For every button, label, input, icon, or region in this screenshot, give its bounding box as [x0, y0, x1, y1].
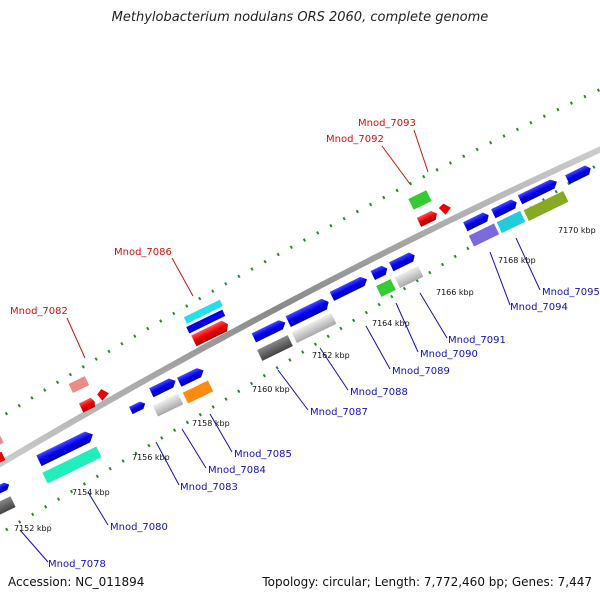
gene-blue-e [251, 320, 286, 343]
kbp-tick: 7164 kbp [372, 319, 410, 328]
gene-label-blue: Mnod_7078 [48, 559, 106, 570]
kbp-tick: 7152 kbp [14, 524, 52, 533]
gene-blue-d [177, 368, 204, 387]
gene-label-blue: Mnod_7091 [448, 335, 506, 346]
reverse-genes [0, 203, 451, 465]
gene-label-blue: Mnod_7094 [510, 302, 568, 313]
gene-blue-a [36, 431, 93, 467]
gene-orange-7085 [182, 380, 214, 404]
kbp-tick: 7158 kbp [192, 419, 230, 428]
gene-cyan-7095 [496, 210, 526, 234]
gene-label-blue: Mnod_7095 [542, 287, 600, 298]
gene-gray-7088 [291, 312, 337, 344]
blue-gene-labels: Mnod_7078 Mnod_7080 Mnod_7083 Mnod_7084 … [48, 287, 600, 570]
gene-blue-edge [0, 482, 10, 497]
gene-label-blue: Mnod_7083 [180, 482, 238, 493]
gene-label-blue: Mnod_7090 [420, 349, 478, 360]
forward-genes [0, 165, 591, 497]
kbp-ticks: 7152 kbp 7154 kbp 7156 kbp 7158 kbp 7160… [14, 226, 596, 533]
gene-purple-7094 [468, 223, 500, 247]
gene-blue-j [463, 212, 489, 232]
kbp-tick: 7162 kbp [312, 351, 350, 360]
genome-summary: Topology: circular; Length: 7,772,460 bp… [262, 575, 592, 589]
gene-blue-l [517, 179, 557, 205]
gene-label-red: Mnod_7082 [10, 306, 68, 317]
gene-red-7092 [416, 210, 437, 227]
kbp-tick: 7170 kbp [558, 226, 596, 235]
gene-label-blue: Mnod_7089 [392, 366, 450, 377]
gene-pink-edge [0, 435, 4, 447]
gene-label-blue: Mnod_7087 [310, 407, 368, 418]
gene-green-7092 [408, 190, 432, 210]
gene-label-blue: Mnod_7085 [234, 449, 292, 460]
leader-lines [19, 129, 541, 563]
gene-blue-f [285, 298, 329, 328]
gene-label-red: Mnod_7086 [114, 247, 172, 258]
red-gene-labels: Mnod_7082 Mnod_7086 Mnod_7092 Mnod_7093 [10, 118, 416, 317]
gene-red-7086 [191, 320, 228, 347]
gene-blue-i [389, 252, 415, 272]
gene-gray-7090 [394, 265, 424, 289]
gene-blue-b [129, 401, 146, 415]
gene-label-red: Mnod_7092 [326, 134, 384, 145]
gene-blue-k [491, 199, 517, 219]
genome-backbone [0, 146, 600, 468]
gene-red-edge [0, 451, 6, 465]
kbp-tick: 7168 kbp [498, 256, 536, 265]
gene-blue-7086b [186, 309, 226, 334]
gene-green-7089 [376, 279, 396, 297]
inner-tick-line [0, 161, 600, 536]
gene-red-7093 [438, 203, 451, 215]
gene-label-blue: Mnod_7084 [208, 465, 266, 476]
kbp-tick: 7156 kbp [132, 453, 170, 462]
gene-blue-h [370, 265, 388, 281]
gene-label-blue: Mnod_7080 [110, 522, 168, 533]
gene-dark-7087 [257, 335, 293, 361]
gene-blue-c [149, 378, 176, 398]
gene-cyan-7086 [183, 299, 223, 324]
gene-blue-g [329, 276, 367, 301]
gene-red-small [97, 389, 109, 401]
kbp-tick: 7166 kbp [436, 288, 474, 297]
gene-dark-edge [0, 496, 16, 517]
gene-aqua-7080 [42, 446, 102, 484]
gene-label-red: Mnod_7093 [358, 118, 416, 129]
map-title: Methylobacterium nodulans ORS 2060, comp… [111, 10, 489, 25]
kbp-tick: 7160 kbp [252, 385, 290, 394]
accession-text: Accession: NC_011894 [8, 575, 145, 589]
gene-blue-m [565, 165, 591, 185]
outer-tick-line [0, 87, 600, 420]
gene-gray-7084 [152, 393, 184, 417]
lower-genes [0, 190, 569, 517]
kbp-tick: 7154 kbp [72, 488, 110, 497]
gene-label-blue: Mnod_7088 [350, 387, 408, 398]
gene-olive [523, 190, 569, 222]
gene-red-7082 [78, 397, 96, 413]
gene-pink-1 [68, 376, 90, 394]
